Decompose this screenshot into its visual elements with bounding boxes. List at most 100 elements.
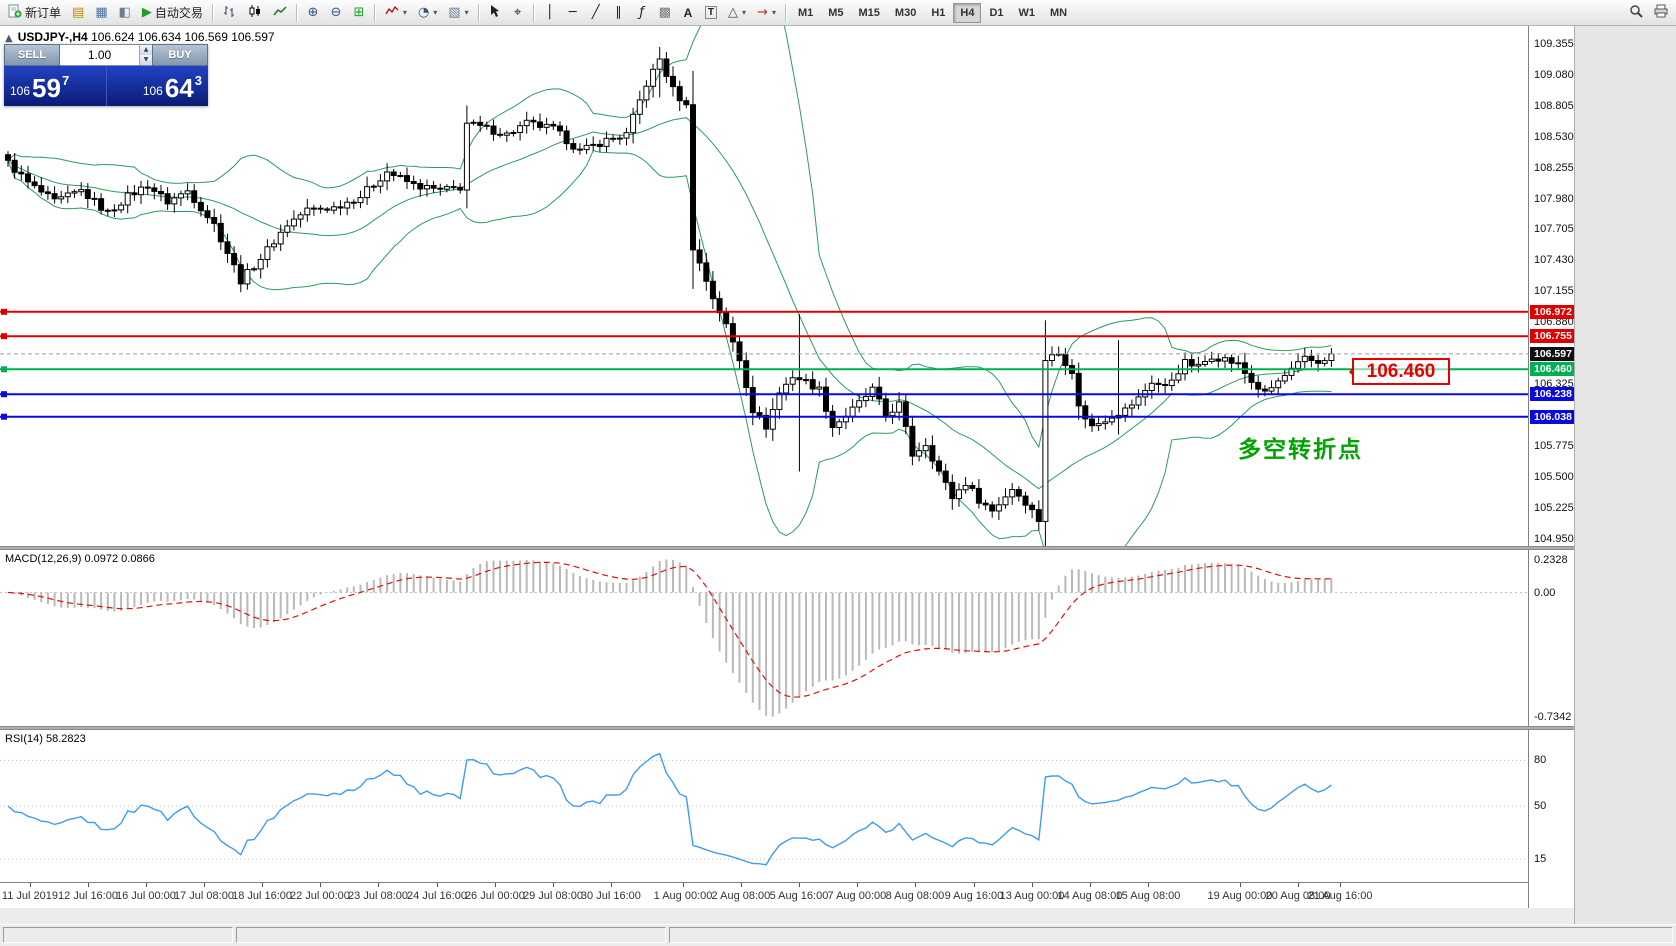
tile-windows-button[interactable]: ⊞ xyxy=(348,2,370,24)
candlestick-chart-icon xyxy=(248,4,262,21)
rsi-indicator-panel[interactable]: RSI(14) 58.2823 xyxy=(0,730,1528,882)
buy-button[interactable]: BUY xyxy=(152,44,208,66)
tile-windows-icon: ⊞ xyxy=(353,5,365,20)
timeframe-m15-button[interactable]: M15 xyxy=(852,3,887,23)
time-axis-tick xyxy=(29,883,31,887)
candlestick-chart-button[interactable] xyxy=(243,2,267,24)
market-watch-button[interactable]: ▤ xyxy=(67,2,89,24)
fibonacci-button[interactable]: ƒ xyxy=(631,2,653,24)
price-tag: 106.972 xyxy=(1530,304,1574,319)
clock-icon: ◔ xyxy=(417,5,430,20)
bar-chart-icon xyxy=(223,4,237,21)
cursor-icon xyxy=(489,4,501,21)
price-axis-label: 106.880 xyxy=(1534,316,1574,329)
timeframe-h1-button[interactable]: H1 xyxy=(924,3,952,23)
price-axis-label: 105.225 xyxy=(1534,502,1574,515)
one-click-collapse-icon[interactable]: ▲ xyxy=(5,33,13,44)
timeframe-m30-button[interactable]: M30 xyxy=(888,3,923,23)
horizontal-line-icon: ─ xyxy=(568,5,577,20)
templates-button[interactable]: ▧ ▾ xyxy=(443,2,473,24)
volume-field[interactable]: 1.00 ▲ ▼ xyxy=(60,44,152,66)
sell-button[interactable]: SELL xyxy=(4,44,60,66)
printer-icon xyxy=(1654,4,1668,21)
time-axis-tick xyxy=(914,883,916,887)
periods-button[interactable]: ◔ ▾ xyxy=(413,2,442,24)
panel-splitter[interactable] xyxy=(0,726,1574,730)
indicators-button[interactable]: ▾ xyxy=(380,2,412,24)
trendline-icon: ╱ xyxy=(591,5,600,20)
vertical-line-button[interactable]: │ xyxy=(539,2,561,24)
search-button[interactable] xyxy=(1624,2,1648,24)
macd-indicator-panel[interactable]: MACD(12,26,9) 0.0972 0.0866 xyxy=(0,550,1528,726)
channel-button[interactable]: ∥ xyxy=(608,2,630,24)
time-axis-label: 9 Aug 16:00 xyxy=(944,890,1004,902)
text-label-icon: T xyxy=(704,6,718,19)
time-axis-tick xyxy=(798,883,800,887)
status-cell xyxy=(236,927,666,943)
indicators-icon xyxy=(385,4,399,21)
pivot-note-text: 多空转折点 xyxy=(1238,436,1363,462)
chart-window-button[interactable]: ▦ xyxy=(90,2,112,24)
time-axis-label: 23 Jul 08:00 xyxy=(348,890,408,902)
price-axis-label: 108.805 xyxy=(1534,99,1574,112)
timeframe-m1-button[interactable]: M1 xyxy=(791,3,820,23)
zoom-in-button[interactable]: ⊕ xyxy=(302,2,324,24)
horizontal-line-button[interactable]: ─ xyxy=(562,2,584,24)
time-axis-label: 2 Aug 08:00 xyxy=(711,890,771,902)
time-axis-label: 18 Jul 16:00 xyxy=(232,890,293,902)
annotation-pointer-icon xyxy=(1344,367,1354,377)
buy-price-pips: 64 xyxy=(164,73,194,103)
print-button[interactable] xyxy=(1649,2,1673,24)
toolbar-separator xyxy=(211,3,214,22)
sell-price-button[interactable]: 106 59 7 xyxy=(4,66,106,106)
new-order-button[interactable]: 新订单 xyxy=(3,2,66,24)
time-axis-label: 5 Aug 16:00 xyxy=(769,890,829,902)
line-chart-button[interactable] xyxy=(268,2,292,24)
timeframe-mn-button[interactable]: MN xyxy=(1043,3,1074,23)
macd-axis-label: 0.00 xyxy=(1534,586,1556,599)
volume-down-icon[interactable]: ▼ xyxy=(140,55,152,65)
price-chart-panel[interactable]: ▲ USDJPY-,H4 106.624 106.634 106.569 106.… xyxy=(0,0,1528,586)
shapes-button[interactable]: △ ▾ xyxy=(723,2,751,24)
cursor-button[interactable] xyxy=(484,2,506,24)
price-axis-label: 107.705 xyxy=(1534,223,1574,236)
navigator-button[interactable]: ◧ xyxy=(114,2,136,24)
text-label-button[interactable]: T xyxy=(700,2,722,24)
text-tool-button[interactable]: A xyxy=(677,2,699,24)
timeframe-d1-button[interactable]: D1 xyxy=(982,3,1010,23)
rsi-axis-label: 50 xyxy=(1534,800,1547,812)
autotrading-button[interactable]: ▶ 自动交易 xyxy=(137,2,208,24)
navigator-icon: ◧ xyxy=(118,5,131,20)
zoom-out-button[interactable]: ⊖ xyxy=(325,2,347,24)
timeframe-w1-button[interactable]: W1 xyxy=(1012,3,1043,23)
window-background xyxy=(0,908,1574,924)
time-axis-label: 29 Jul 08:00 xyxy=(523,890,583,902)
time-axis-label: 21 Aug 16:00 xyxy=(1307,890,1373,902)
timeframe-m5-button[interactable]: M5 xyxy=(821,3,850,23)
volume-value[interactable]: 1.00 xyxy=(87,48,112,62)
trendline-button[interactable]: ╱ xyxy=(585,2,607,24)
time-axis-tick xyxy=(1089,883,1091,887)
time-axis-label: 12 Jul 16:00 xyxy=(58,890,118,902)
chart-ohlc-values: 106.624 106.634 106.569 106.597 xyxy=(91,30,275,44)
price-axis-label: 109.355 xyxy=(1534,38,1574,51)
gann-grid-button[interactable]: ▩ xyxy=(654,2,676,24)
chart-symbol-period: USDJPY-,H4 xyxy=(17,30,88,44)
price-axis-label: 108.530 xyxy=(1534,130,1574,143)
buy-price-button[interactable]: 106 64 3 xyxy=(105,66,209,106)
arrows-button[interactable]: → ▾ xyxy=(752,2,781,24)
chevron-down-icon: ▾ xyxy=(742,8,747,17)
panel-splitter[interactable] xyxy=(0,546,1574,550)
toolbar-separator xyxy=(784,3,787,22)
timeframe-h4-button[interactable]: H4 xyxy=(953,2,982,23)
arrows-icon: → xyxy=(757,5,768,20)
volume-up-icon[interactable]: ▲ xyxy=(140,45,152,55)
crosshair-button[interactable]: ⌖ xyxy=(507,2,529,24)
bar-chart-button[interactable] xyxy=(218,2,242,24)
toolbar-separator xyxy=(373,3,376,22)
time-axis-tick xyxy=(683,883,685,887)
toolbar: 新订单 ▤ ▦ ◧ ▶ 自动交易 ⊕ ⊖ ⊞ ▾ ◔ ▾ ▧ ▾ ⌖ │ ─ ╱ ∥… xyxy=(0,0,1676,26)
time-axis-label: 11 Jul 2019 xyxy=(1,890,58,902)
time-axis-label: 20 Aug 08:00 xyxy=(1265,890,1331,902)
line-chart-icon xyxy=(273,4,287,21)
